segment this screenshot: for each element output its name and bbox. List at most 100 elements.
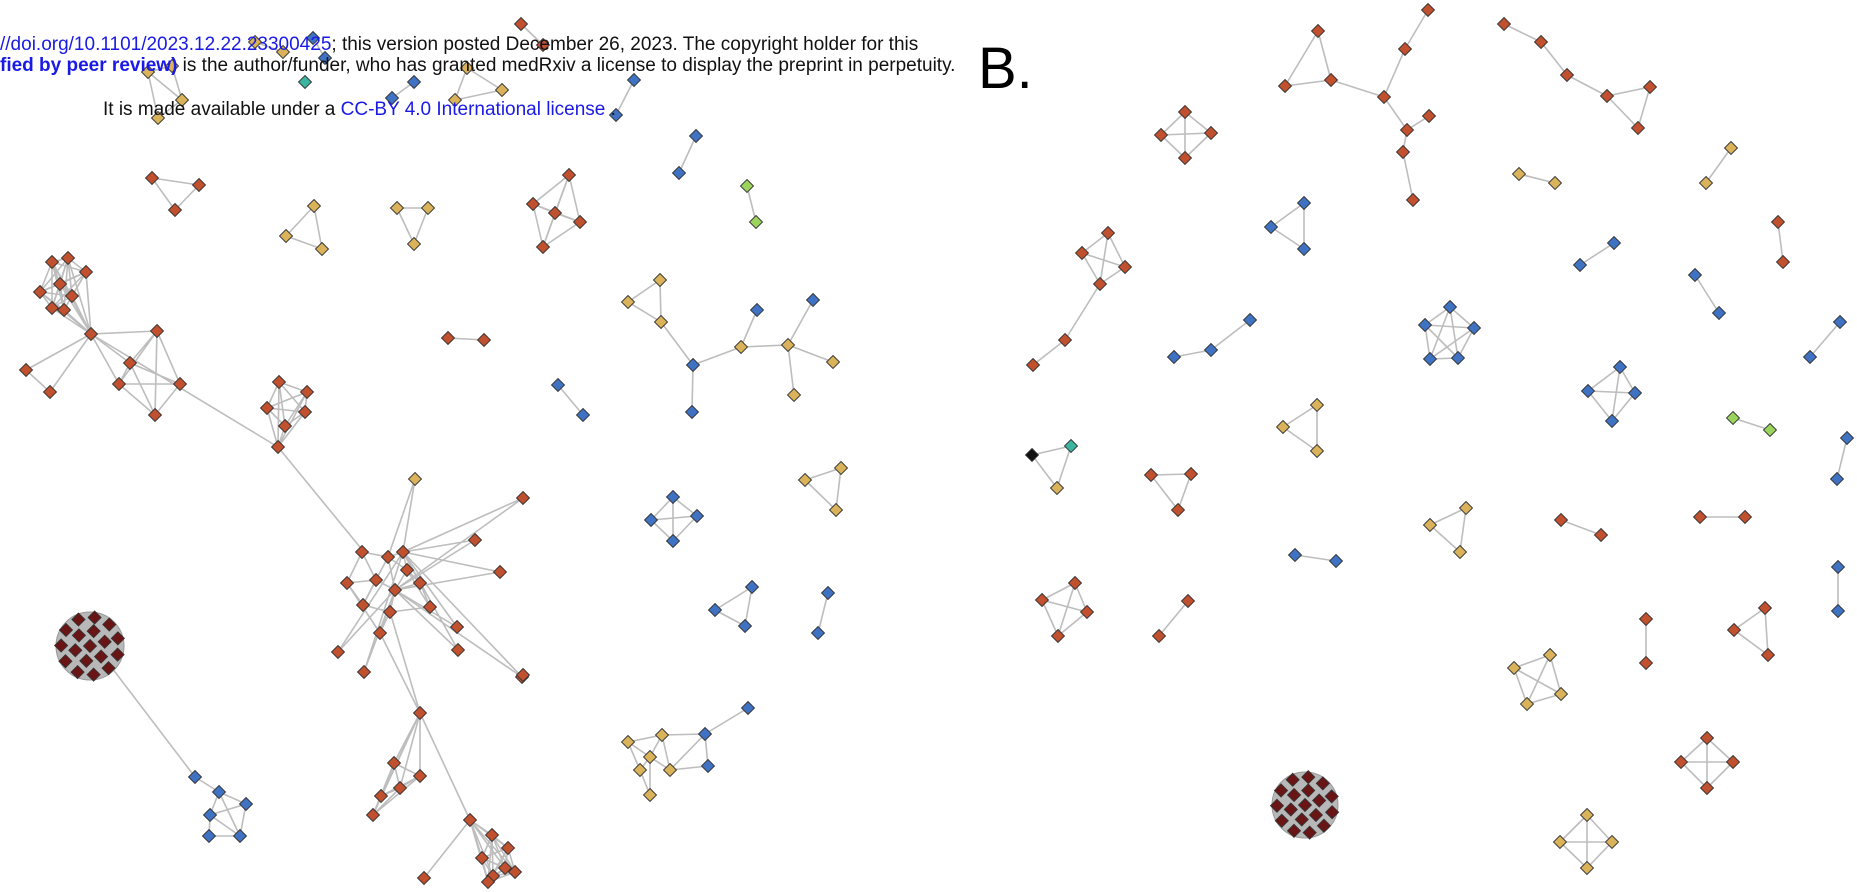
network-edge (1559, 841, 1588, 869)
network-node (665, 533, 681, 549)
network-edge (394, 589, 523, 678)
network-node (665, 489, 681, 505)
network-edge (25, 333, 92, 371)
network-edge (1611, 392, 1636, 422)
network-node (140, 64, 156, 80)
network-node (389, 200, 405, 216)
network-node (1092, 276, 1108, 292)
network-node (1277, 78, 1293, 94)
network-edge (1566, 74, 1608, 97)
network-node (299, 384, 315, 400)
network-edge (532, 174, 570, 205)
network-node (1153, 127, 1169, 143)
network-node (270, 439, 286, 455)
network-node (515, 490, 531, 506)
network-edge (1081, 252, 1126, 268)
network-edge (659, 279, 662, 323)
network-edge (39, 257, 69, 293)
network-node (1450, 350, 1466, 366)
network-edge (1294, 554, 1337, 562)
network-node (70, 664, 85, 680)
cc-license-link[interactable]: CC-BY 4.0 International license (340, 99, 606, 120)
network-node (58, 622, 74, 638)
network-edge (402, 551, 458, 628)
network-node (97, 634, 112, 649)
network-node (372, 625, 388, 641)
network-node (1312, 793, 1327, 808)
network-node (620, 294, 636, 310)
network-node (1726, 622, 1742, 638)
network-node (164, 58, 180, 74)
network-edge (277, 411, 306, 448)
network-edge (1424, 324, 1475, 329)
network-node (797, 472, 813, 488)
network-node (654, 727, 670, 743)
network-node (697, 726, 713, 742)
network-edge (1270, 202, 1305, 228)
network-node (1830, 559, 1846, 575)
network-node (1074, 245, 1090, 261)
network-edge (278, 381, 286, 427)
network-node (56, 302, 72, 318)
network-node (1725, 410, 1741, 426)
network-edge (396, 207, 415, 245)
network-node (373, 788, 389, 804)
network-node (78, 264, 94, 280)
network-node (707, 602, 723, 618)
network-edge (1429, 524, 1461, 553)
network-node (1638, 655, 1654, 671)
network-node (1599, 88, 1615, 104)
network-edge (1383, 48, 1406, 98)
network-edge (1177, 473, 1192, 511)
network-edge (151, 177, 176, 211)
network-node (150, 110, 166, 126)
network-edge (557, 384, 584, 416)
network-edge (209, 803, 247, 816)
network-node (1692, 509, 1708, 525)
network-edge (1680, 761, 1708, 789)
network-node (1422, 517, 1438, 533)
network-edge (1606, 86, 1651, 97)
network-edge (615, 79, 635, 116)
network-node (525, 196, 541, 212)
network-node (1203, 342, 1219, 358)
network-edge (1057, 582, 1076, 637)
network-edge (672, 515, 698, 542)
network-edge (389, 611, 421, 714)
network-node (382, 604, 398, 620)
network-edge (1549, 654, 1562, 695)
network-node (1593, 527, 1609, 543)
network-edge (387, 478, 416, 558)
network-edge (1330, 79, 1385, 98)
network-node (1324, 805, 1340, 820)
network-node (700, 758, 716, 774)
network-edge (156, 330, 181, 385)
network-edge (1402, 151, 1414, 201)
network-node (572, 214, 588, 230)
network-node (406, 236, 422, 252)
network-node (1324, 789, 1339, 804)
network-node (689, 508, 705, 524)
network-node (83, 326, 99, 342)
network-node (232, 828, 248, 844)
network-node (626, 72, 642, 88)
network-edge (1526, 693, 1562, 705)
network-node (653, 314, 669, 330)
network-node (642, 749, 658, 765)
network-node (805, 292, 821, 308)
network-node (1630, 120, 1646, 136)
network-node (550, 377, 566, 393)
network-edge (277, 446, 365, 553)
network-edge (1611, 366, 1621, 422)
network-node (547, 205, 563, 221)
network-edge (1777, 221, 1784, 263)
network-node (684, 404, 700, 420)
network-node (507, 864, 523, 880)
network-node (356, 664, 372, 680)
network-edge (346, 551, 363, 584)
network-node (513, 16, 529, 32)
network-edge (1383, 96, 1408, 131)
network-node (317, 50, 333, 66)
doi-link[interactable]: //doi.org/10.1101/2023.12.22.23300425 (0, 34, 332, 55)
network-node (1802, 349, 1818, 365)
